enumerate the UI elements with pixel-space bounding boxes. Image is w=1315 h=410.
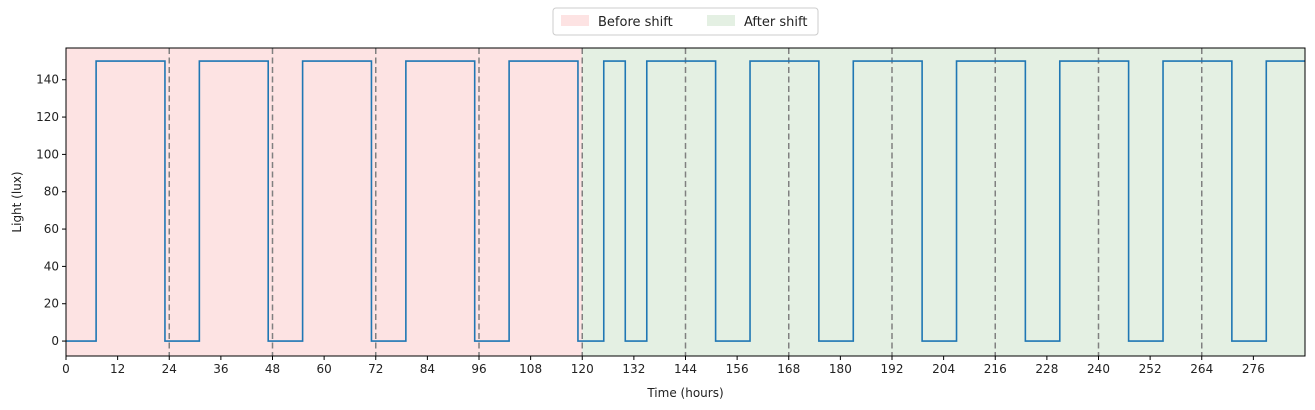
x-tick-label: 168 (777, 362, 800, 376)
shift-regions (66, 48, 1305, 356)
x-axis-label: Time (hours) (646, 386, 723, 400)
x-tick-label: 12 (110, 362, 125, 376)
y-tick-label: 40 (44, 259, 59, 273)
x-tick-label: 276 (1242, 362, 1265, 376)
x-tick-label: 144 (674, 362, 697, 376)
y-tick-label: 80 (44, 185, 59, 199)
x-tick-label: 240 (1087, 362, 1110, 376)
legend-box (552, 7, 819, 36)
y-tick-label: 120 (36, 110, 59, 124)
legend-swatch-before-shift (561, 15, 589, 26)
series-line-0 (66, 60, 1305, 342)
y-axis-label: Light (lux) (10, 171, 24, 232)
x-tick-label: 108 (519, 362, 542, 376)
region-1 (582, 48, 1305, 356)
x-tick-label: 48 (265, 362, 280, 376)
legend-swatch-after-shift (707, 15, 735, 26)
x-tick-label: 216 (984, 362, 1007, 376)
x-tick-label: 0 (62, 362, 70, 376)
x-tick-label: 120 (571, 362, 594, 376)
y-tick-label: 0 (51, 334, 59, 348)
y-ticks: 0 20 40 60 80 100 120 140 (36, 73, 66, 348)
x-tick-label: 180 (829, 362, 852, 376)
x-tick-label: 36 (213, 362, 228, 376)
x-tick-label: 192 (881, 362, 904, 376)
x-tick-label: 60 (316, 362, 331, 376)
series-layer (66, 60, 1305, 342)
x-tick-label: 72 (368, 362, 383, 376)
x-tick-label: 96 (471, 362, 486, 376)
x-ticks: 0 12 24 36 48 60 72 84 96 108 120 132 144 156 168 180 19… (62, 356, 1265, 376)
x-tick-label: 24 (162, 362, 177, 376)
axes: 0 12 24 36 48 60 72 84 96 108 120 132 144 156 168 180 19… (10, 47, 1306, 400)
legend-label-before-shift: Before shift (598, 15, 673, 30)
legend: Before shift After shift (552, 7, 819, 36)
y-tick-label: 140 (36, 73, 59, 87)
legend-label-after-shift: After shift (744, 15, 807, 30)
region-0 (66, 48, 583, 356)
x-tick-label: 228 (1035, 362, 1058, 376)
y-tick-label: 20 (44, 297, 59, 311)
x-tick-label: 156 (726, 362, 749, 376)
x-tick-label: 132 (622, 362, 645, 376)
x-tick-label: 84 (420, 362, 435, 376)
x-tick-label: 264 (1190, 362, 1213, 376)
x-tick-label: 204 (932, 362, 955, 376)
day-boundary-lines (168, 48, 1203, 356)
y-tick-label: 60 (44, 222, 59, 236)
y-tick-label: 100 (36, 147, 59, 161)
x-tick-label: 252 (1139, 362, 1162, 376)
